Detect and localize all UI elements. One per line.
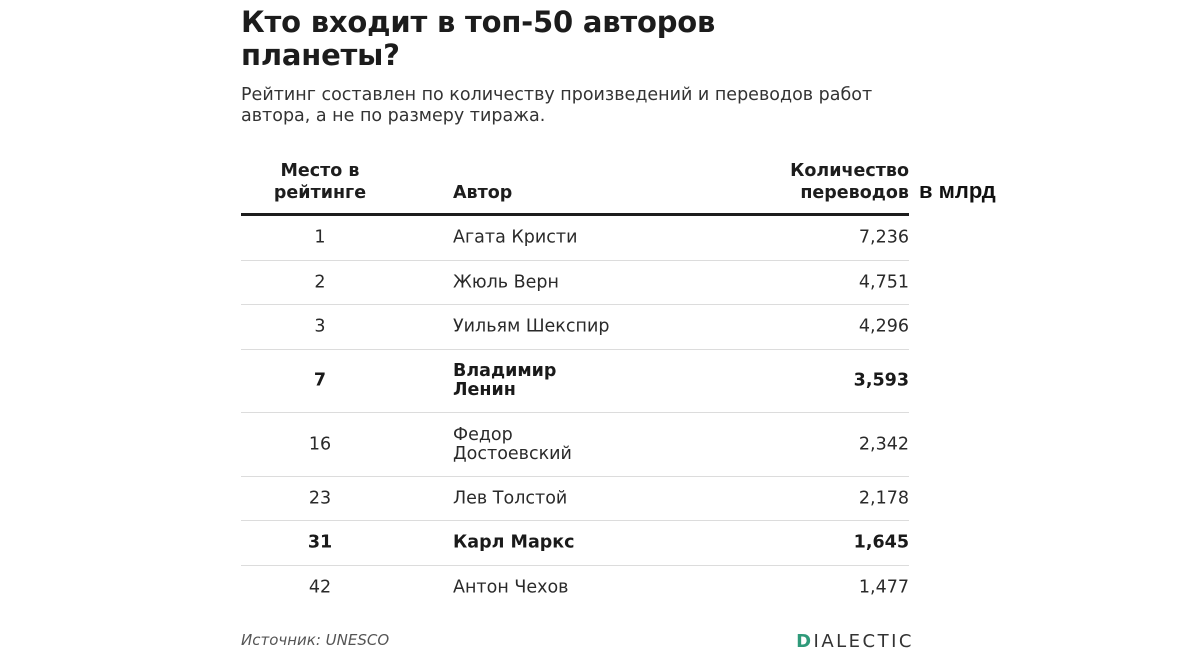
column-header-author: Автор: [453, 183, 513, 203]
count-cell: 1,645: [853, 532, 909, 553]
rank-cell: 7: [313, 370, 327, 391]
rank-cell: 23: [308, 488, 332, 508]
column-header-count: Количество переводов: [790, 161, 909, 203]
count-cell: 1,477: [858, 577, 909, 598]
rank-cell: 42: [308, 577, 332, 598]
author-cell: Владимир Ленин: [453, 361, 557, 400]
author-cell: Лев Толстой: [453, 488, 568, 508]
author-cell: Уильям Шекспир: [453, 316, 610, 337]
author-cell: Федор Достоевский: [453, 424, 572, 464]
table-body: 1 Агата Кристи 7,236 2 Жюль Верн 4,751 3 Уильям…: [241, 216, 909, 610]
count-cell: 2,342: [858, 434, 909, 454]
author-cell: Жюль Верн: [453, 272, 559, 292]
count-cell: 3,593: [853, 370, 909, 391]
table-row: 42 Антон Чехов 1,477: [241, 566, 909, 610]
count-cell: 4,296: [858, 316, 909, 337]
author-cell: Агата Кристи: [453, 227, 578, 248]
rank-cell: 3: [314, 316, 326, 337]
author-cell: Карл Маркс: [453, 532, 575, 553]
chart-title: Кто входит в топ-50 авторов планеты?: [241, 5, 716, 72]
units-note: в млрд: [919, 178, 996, 203]
rank-cell: 16: [308, 434, 332, 454]
logo-text: IALECTIC: [813, 631, 914, 652]
count-cell: 2,178: [858, 488, 909, 508]
table-row: 16 Федор Достоевский 2,342: [241, 413, 909, 477]
rank-cell: 2: [314, 272, 326, 292]
table-row: 2 Жюль Верн 4,751: [241, 261, 909, 305]
table-header: Место в рейтинге Автор Количество перево…: [241, 160, 909, 216]
table-row: 1 Агата Кристи 7,236: [241, 216, 909, 261]
column-header-rank: Место в рейтинге: [273, 161, 367, 203]
source-note: Источник: UNESCO: [241, 631, 390, 649]
rank-cell: 31: [307, 532, 333, 553]
table-row: 31 Карл Маркс 1,645: [241, 521, 909, 566]
table-row: 7 Владимир Ленин 3,593: [241, 350, 909, 413]
logo-accent-letter: D: [796, 631, 814, 652]
table-row: 23 Лев Толстой 2,178: [241, 477, 909, 521]
author-cell: Антон Чехов: [453, 577, 569, 598]
dialectic-logo: DIALECTIC: [796, 631, 914, 652]
count-cell: 7,236: [858, 227, 909, 248]
rank-cell: 1: [314, 227, 326, 248]
count-cell: 4,751: [858, 272, 909, 292]
table-row: 3 Уильям Шекспир 4,296: [241, 305, 909, 350]
chart-subtitle: Рейтинг составлен по количеству произвед…: [241, 85, 873, 126]
